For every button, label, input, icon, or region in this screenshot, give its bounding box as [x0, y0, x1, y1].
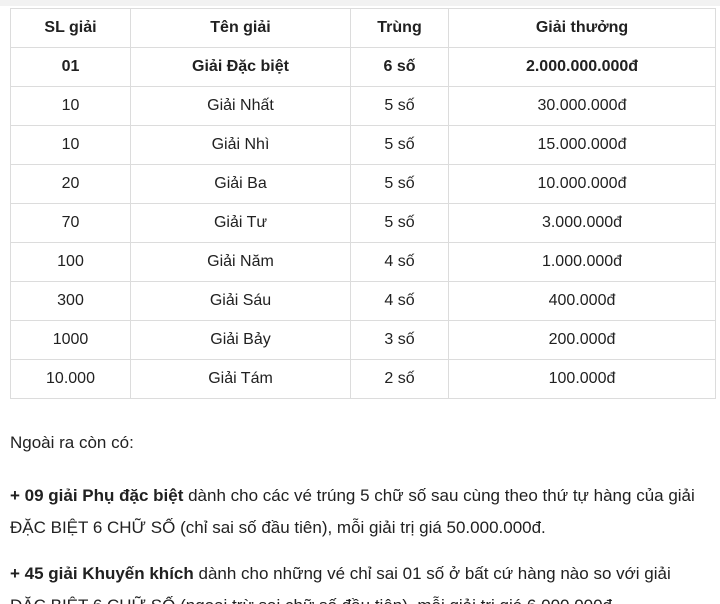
cell-prize-name: Giải Nhất	[130, 86, 351, 126]
table-row: 10 Giải Nhất 5 số 30.000.000đ	[10, 86, 716, 126]
cell-match: 5 số	[350, 86, 449, 126]
cell-quantity: 01	[10, 47, 131, 87]
cell-prize-name: Giải Năm	[130, 242, 351, 282]
cell-quantity: 10	[10, 125, 131, 165]
table-row: 10.000 Giải Tám 2 số 100.000đ	[10, 359, 716, 399]
cell-match: 5 số	[350, 164, 449, 204]
note-khuyen-khich: + 45 giải Khuyến khích dành cho những vé…	[10, 558, 710, 604]
cell-amount: 200.000đ	[448, 320, 716, 360]
note-body: dành cho các vé trúng 5 chữ số sau cùng …	[10, 486, 695, 537]
table-row: 20 Giải Ba 5 số 10.000.000đ	[10, 164, 716, 204]
cell-prize-name: Giải Sáu	[130, 281, 351, 321]
cell-quantity: 70	[10, 203, 131, 243]
table-row: 10 Giải Nhì 5 số 15.000.000đ	[10, 125, 716, 165]
cell-prize-name: Giải Ba	[130, 164, 351, 204]
table-row: 300 Giải Sáu 4 số 400.000đ	[10, 281, 716, 321]
cell-amount: 400.000đ	[448, 281, 716, 321]
cell-prize-name: Giải Tám	[130, 359, 351, 399]
notes-intro: Ngoài ra còn có:	[10, 433, 134, 452]
header-trung: Trùng	[350, 8, 449, 48]
cell-amount: 15.000.000đ	[448, 125, 716, 165]
cell-match: 4 số	[350, 281, 449, 321]
cell-amount: 1.000.000đ	[448, 242, 716, 282]
prize-table: SL giải Tên giải Trùng Giải thưởng 01 Gi…	[10, 8, 716, 399]
table-row: 1000 Giải Bảy 3 số 200.000đ	[10, 320, 716, 360]
cell-prize-name: Giải Đặc biệt	[130, 47, 351, 87]
note-body: dành cho những vé chỉ sai 01 số ở bất cứ…	[10, 564, 671, 604]
table-row: 01 Giải Đặc biệt 6 số 2.000.000.000đ	[10, 47, 716, 87]
cell-match: 2 số	[350, 359, 449, 399]
note-lead: + 45 giải Khuyến khích	[10, 564, 194, 583]
cell-match: 4 số	[350, 242, 449, 282]
header-ten-giai: Tên giải	[130, 8, 351, 48]
table-header-row: SL giải Tên giải Trùng Giải thưởng	[10, 8, 716, 48]
cell-quantity: 10.000	[10, 359, 131, 399]
cell-amount: 3.000.000đ	[448, 203, 716, 243]
cell-amount: 2.000.000.000đ	[448, 47, 716, 87]
cell-quantity: 10	[10, 86, 131, 126]
additional-prizes-notes: Ngoài ra còn có: + 09 giải Phụ đặc biệt …	[10, 427, 710, 604]
header-sl-giai: SL giải	[10, 8, 131, 48]
cell-quantity: 100	[10, 242, 131, 282]
cell-quantity: 1000	[10, 320, 131, 360]
note-lead: + 09 giải Phụ đặc biệt	[10, 486, 184, 505]
cell-amount: 100.000đ	[448, 359, 716, 399]
cell-prize-name: Giải Bảy	[130, 320, 351, 360]
cell-prize-name: Giải Nhì	[130, 125, 351, 165]
cell-quantity: 20	[10, 164, 131, 204]
cell-match: 3 số	[350, 320, 449, 360]
table-row: 100 Giải Năm 4 số 1.000.000đ	[10, 242, 716, 282]
note-phu-dac-biet: + 09 giải Phụ đặc biệt dành cho các vé t…	[10, 480, 710, 544]
cell-prize-name: Giải Tư	[130, 203, 351, 243]
cell-amount: 30.000.000đ	[448, 86, 716, 126]
table-row: 70 Giải Tư 5 số 3.000.000đ	[10, 203, 716, 243]
top-divider	[0, 0, 720, 6]
cell-match: 6 số	[350, 47, 449, 87]
cell-match: 5 số	[350, 203, 449, 243]
cell-quantity: 300	[10, 281, 131, 321]
cell-amount: 10.000.000đ	[448, 164, 716, 204]
cell-match: 5 số	[350, 125, 449, 165]
header-giai-thuong: Giải thưởng	[448, 8, 716, 48]
